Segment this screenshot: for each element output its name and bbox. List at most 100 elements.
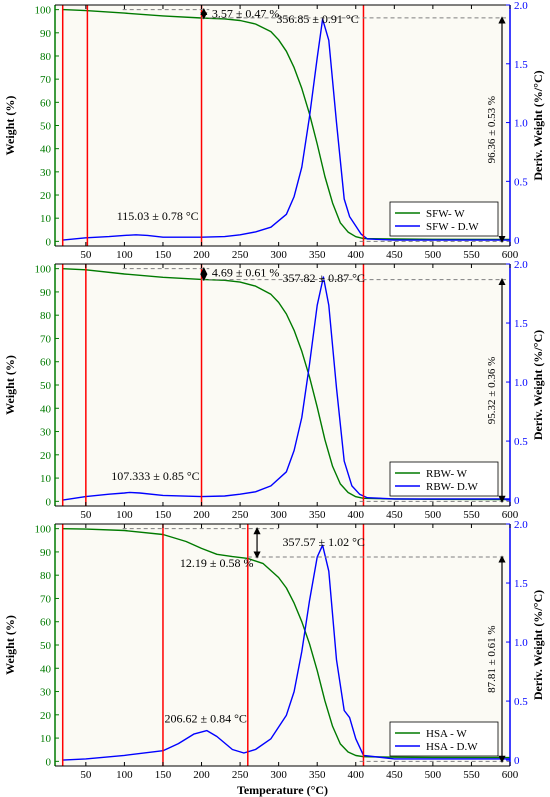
right-tick-label: 2.0 bbox=[514, 0, 528, 12]
x-tick-label: 150 bbox=[155, 249, 172, 261]
legend-label: SFW- W bbox=[426, 208, 465, 220]
x-tick-label: 50 bbox=[80, 769, 92, 781]
x-tick-label: 550 bbox=[463, 509, 480, 521]
x-tick-label: 150 bbox=[155, 769, 172, 781]
left-tick-label: 30 bbox=[40, 427, 52, 439]
x-tick-label: 200 bbox=[193, 509, 210, 521]
right-axis-title: Deriv. Weight (%/°C) bbox=[531, 590, 545, 700]
left-tick-label: 20 bbox=[40, 710, 52, 722]
x-tick-label: 50 bbox=[80, 509, 92, 521]
left-tick-label: 90 bbox=[40, 287, 52, 299]
left-tick-label: 90 bbox=[40, 547, 52, 559]
total-loss-label: 87.81 ± 0.61 % bbox=[486, 625, 498, 692]
x-tick-label: 600 bbox=[502, 769, 519, 781]
total-loss-label: 95.32 ± 0.36 % bbox=[486, 357, 498, 424]
x-tick-label: 100 bbox=[116, 249, 133, 261]
x-tick-label: 50 bbox=[80, 249, 92, 261]
left-tick-label: 80 bbox=[40, 51, 52, 63]
left-tick-label: 50 bbox=[40, 121, 52, 133]
left-tick-label: 0 bbox=[46, 756, 52, 768]
right-tick-label: 1.0 bbox=[514, 118, 528, 130]
left-tick-label: 10 bbox=[40, 473, 52, 485]
legend-box bbox=[389, 461, 499, 497]
legend-label: RBW- D.W bbox=[426, 481, 479, 493]
right-tick-label: 0.5 bbox=[514, 436, 528, 448]
right-tick-label: 1.0 bbox=[514, 637, 528, 649]
left-tick-label: 40 bbox=[40, 663, 52, 675]
legend-box bbox=[389, 201, 499, 237]
weight-series-line bbox=[62, 528, 510, 759]
x-tick-label: 250 bbox=[232, 249, 249, 261]
right-axis-title: Deriv. Weight (%/°C) bbox=[531, 330, 545, 440]
left-tick-label: 90 bbox=[40, 28, 52, 40]
x-tick-label: 100 bbox=[116, 509, 133, 521]
peak-temperature-label: 356.85 ± 0.91 °C bbox=[276, 12, 358, 26]
left-tick-label: 70 bbox=[40, 593, 52, 605]
left-tick-label: 80 bbox=[40, 310, 52, 322]
left-tick-label: 60 bbox=[40, 357, 52, 369]
x-tick-label: 400 bbox=[348, 769, 365, 781]
right-tick-label: 1.5 bbox=[514, 59, 528, 71]
left-tick-label: 60 bbox=[40, 617, 52, 629]
left-tick-label: 30 bbox=[40, 167, 52, 179]
left-tick-label: 70 bbox=[40, 74, 52, 86]
left-tick-label: 80 bbox=[40, 570, 52, 582]
deriv-series-line bbox=[62, 544, 510, 761]
right-axis-title: Deriv. Weight (%/°C) bbox=[531, 70, 545, 180]
right-tick-label: 0 bbox=[514, 495, 520, 507]
chart-panel-sfw: 3.57 ± 0.47 %356.85 ± 0.91 °C 115.03 ± 0.… bbox=[3, 0, 545, 261]
x-tick-label: 600 bbox=[502, 509, 519, 521]
right-tick-label: 1.5 bbox=[514, 318, 528, 330]
right-tick-label: 1.0 bbox=[514, 377, 528, 389]
left-tick-label: 100 bbox=[35, 5, 52, 17]
right-tick-label: 2.0 bbox=[514, 259, 528, 271]
x-tick-label: 450 bbox=[386, 509, 403, 521]
chart-panel-rbw: 4.69 ± 0.61 % 357.82 ± 0.87 °C 107.333 ± 0… bbox=[3, 259, 545, 521]
x-tick-label: 400 bbox=[348, 249, 365, 261]
x-axis-title: Temperature (°C) bbox=[237, 783, 328, 797]
x-tick-label: 400 bbox=[348, 509, 365, 521]
total-loss-label: 96.36 ± 0.53 % bbox=[486, 96, 498, 163]
x-tick-label: 350 bbox=[309, 249, 326, 261]
left-tick-label: 0 bbox=[46, 496, 52, 508]
left-tick-label: 30 bbox=[40, 687, 52, 699]
x-tick-label: 600 bbox=[502, 249, 519, 261]
x-tick-label: 550 bbox=[463, 249, 480, 261]
peak-temperature-label: 357.82 ± 0.87 °C bbox=[283, 271, 365, 285]
right-tick-label: 2.0 bbox=[514, 519, 528, 531]
left-tick-label: 10 bbox=[40, 733, 52, 745]
right-tick-label: 0.5 bbox=[514, 696, 528, 708]
x-tick-label: 200 bbox=[193, 769, 210, 781]
legend-box bbox=[389, 721, 499, 757]
chart-panel-hsa: 12.19 ± 0.58 % 357.57 ± 1.02 °C 206.62 ± 0… bbox=[3, 519, 545, 797]
x-tick-label: 550 bbox=[463, 769, 480, 781]
x-tick-label: 350 bbox=[309, 509, 326, 521]
legend-label: HSA - W bbox=[426, 728, 467, 740]
mass-loss-label: 12.19 ± 0.58 % bbox=[180, 556, 254, 570]
x-tick-label: 350 bbox=[309, 769, 326, 781]
x-tick-label: 450 bbox=[386, 249, 403, 261]
weight-series-line bbox=[62, 268, 510, 501]
left-tick-label: 100 bbox=[35, 524, 52, 536]
left-tick-label: 10 bbox=[40, 213, 52, 225]
x-tick-label: 500 bbox=[425, 509, 442, 521]
left-tick-label: 40 bbox=[40, 403, 52, 415]
low-peak-label: 107.333 ± 0.85 °C bbox=[111, 469, 199, 483]
x-tick-label: 300 bbox=[270, 509, 287, 521]
low-peak-label: 206.62 ± 0.84 °C bbox=[165, 711, 247, 725]
left-tick-label: 40 bbox=[40, 144, 52, 156]
legend-label: SFW - D.W bbox=[426, 221, 479, 233]
right-tick-label: 1.5 bbox=[514, 578, 528, 590]
x-tick-label: 250 bbox=[232, 769, 249, 781]
left-axis-title: Weight (%) bbox=[3, 355, 17, 415]
left-tick-label: 50 bbox=[40, 640, 52, 652]
left-tick-label: 20 bbox=[40, 450, 52, 462]
legend-label: RBW- W bbox=[426, 468, 468, 480]
left-axis-title: Weight (%) bbox=[3, 615, 17, 675]
weight-series-line bbox=[62, 8, 510, 241]
left-tick-label: 60 bbox=[40, 97, 52, 109]
